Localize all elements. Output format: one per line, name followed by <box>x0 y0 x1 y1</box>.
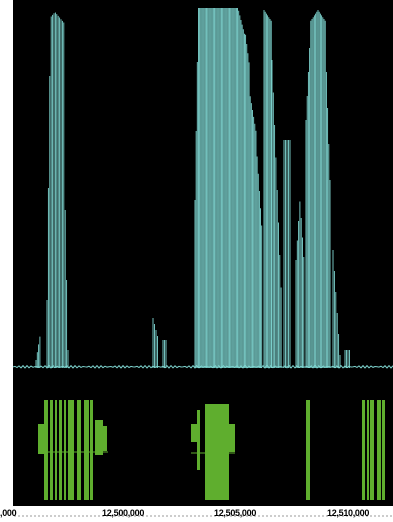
gene-exon[interactable] <box>382 400 385 500</box>
coverage-baseline <box>12 364 393 369</box>
gene-panel[interactable] <box>13 380 393 506</box>
gene-exon[interactable] <box>95 420 103 455</box>
gene-exon[interactable] <box>229 424 235 452</box>
gene-exon[interactable] <box>101 426 107 451</box>
gene-exon[interactable] <box>50 400 53 500</box>
gene-exon[interactable] <box>59 400 62 500</box>
gene-exon[interactable] <box>205 404 229 500</box>
gene-exon[interactable] <box>68 400 74 500</box>
gene-exon[interactable] <box>90 400 93 500</box>
gene-exon[interactable] <box>77 400 81 500</box>
gene-exon[interactable] <box>64 400 66 500</box>
gene-exon[interactable] <box>191 424 197 442</box>
gene-exon[interactable] <box>370 400 374 500</box>
gene-models <box>38 400 385 500</box>
gene-exon[interactable] <box>44 400 48 500</box>
gene-exon[interactable] <box>377 400 381 500</box>
gene-exon[interactable] <box>55 400 57 500</box>
coverage-signal <box>12 8 393 369</box>
gene-exon[interactable] <box>197 410 200 470</box>
gene-exon[interactable] <box>84 400 89 500</box>
gene-exon[interactable] <box>367 400 369 500</box>
gene-exon[interactable] <box>306 400 310 500</box>
gene-exon[interactable] <box>38 424 46 454</box>
gene-exon[interactable] <box>362 400 365 500</box>
